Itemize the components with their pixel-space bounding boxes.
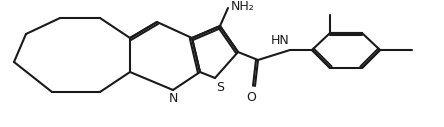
Text: HN: HN — [270, 34, 289, 47]
Text: S: S — [216, 81, 224, 94]
Text: O: O — [246, 91, 256, 104]
Text: NH₂: NH₂ — [231, 1, 255, 13]
Text: N: N — [168, 92, 178, 105]
